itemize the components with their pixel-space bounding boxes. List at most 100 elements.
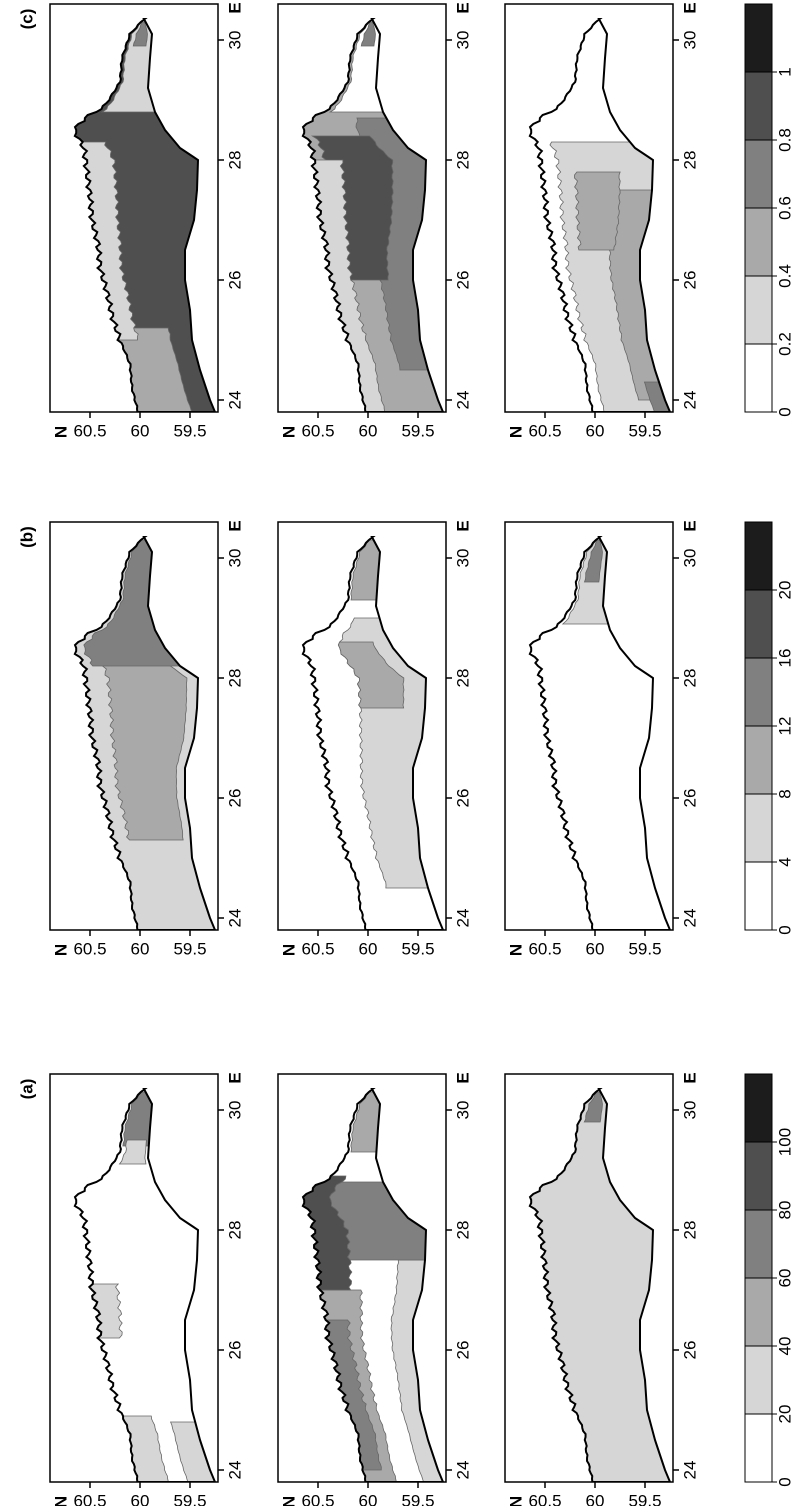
coastline [528, 536, 672, 930]
lon-tick-label: 26 [225, 271, 244, 290]
colorbar-swatch [744, 1277, 773, 1347]
lat-axis-label: N [51, 1496, 70, 1506]
lat-tick-label: 60 [359, 421, 378, 440]
map-frame [49, 1073, 219, 1483]
map-panel: 60.5 60 59.5 N 24 26 28 30 E [277, 1072, 472, 1506]
lon-tick-label: 24 [453, 909, 472, 928]
lat-tick-label: 60.5 [73, 939, 106, 958]
colorbar-tick-label: 0 [775, 925, 794, 934]
lat-tick-label: 60.5 [301, 939, 334, 958]
map-frame [49, 521, 219, 931]
colorbar-swatch [744, 139, 773, 209]
map-panel: 60.5 60 59.5 N 24 26 28 30 E [277, 2, 472, 440]
colorbar-tick-label: 0 [775, 407, 794, 416]
coastline [528, 1088, 672, 1482]
lon-tick-label: 24 [453, 391, 472, 410]
water [529, 537, 670, 930]
lon-tick-label: 30 [225, 549, 244, 568]
lon-tick-label: 30 [453, 549, 472, 568]
lon-tick-label: 28 [680, 1221, 699, 1240]
lon-tick-label: 26 [453, 1341, 472, 1360]
lon-tick-label: 24 [680, 391, 699, 410]
lon-tick-label: 26 [680, 789, 699, 808]
colorbar-tick-label: 12 [775, 717, 794, 736]
lat-tick-label: 59.5 [173, 939, 206, 958]
map-frame [504, 3, 674, 413]
lat-tick-label: 60 [131, 939, 150, 958]
lat-axis-label: N [279, 1496, 298, 1506]
lon-tick-label: 28 [453, 1221, 472, 1240]
lon-tick-label: 24 [680, 909, 699, 928]
colorbar-swatch [744, 3, 773, 73]
panel-label: (a) [17, 1079, 36, 1100]
lat-tick-label: 60.5 [528, 421, 561, 440]
lat-axis-label: N [506, 1496, 525, 1506]
colorbar-tick-label: 100 [775, 1128, 794, 1156]
map-frame [277, 3, 447, 413]
colorbar-tick-label: 0.8 [775, 128, 794, 152]
coastline [73, 536, 217, 930]
colorbar-swatch [744, 1345, 773, 1415]
colorbar-tick-label: 8 [775, 789, 794, 798]
colorbar-swatch [744, 1209, 773, 1279]
lat-axis-label: N [279, 426, 298, 438]
colorbar-tick-label: 0.2 [775, 332, 794, 356]
map-frame [504, 521, 674, 931]
lon-tick-label: 30 [225, 31, 244, 50]
lon-tick-label: 24 [225, 391, 244, 410]
lon-tick-label: 30 [453, 1101, 472, 1120]
lon-tick-label: 28 [680, 669, 699, 688]
lat-tick-label: 60.5 [73, 1491, 106, 1506]
colorbar-swatch [744, 1141, 773, 1211]
lat-tick-label: 60 [131, 421, 150, 440]
lat-tick-label: 59.5 [401, 939, 434, 958]
lat-tick-label: 60 [131, 1491, 150, 1506]
lat-tick-label: 59.5 [401, 1491, 434, 1506]
colorbar-tick-label: 80 [775, 1201, 794, 1220]
lat-tick-label: 59.5 [628, 939, 661, 958]
lon-axis-label: E [680, 2, 699, 13]
map-content [528, 1088, 672, 1482]
map-frame [49, 3, 219, 413]
coastline [301, 18, 445, 412]
colorbar-swatch [744, 657, 773, 727]
lon-tick-label: 30 [680, 1101, 699, 1120]
colorbar-tick-label: 0 [775, 1477, 794, 1486]
lon-tick-label: 28 [225, 669, 244, 688]
lon-tick-label: 24 [453, 1461, 472, 1480]
lon-tick-label: 26 [453, 271, 472, 290]
map-panel: 60.5 60 59.5 N 24 26 28 30 E [277, 520, 472, 958]
lon-tick-label: 28 [225, 1221, 244, 1240]
colorbar-swatch [744, 861, 773, 931]
lat-tick-label: 60 [586, 939, 605, 958]
map-panel: 60.5 60 59.5 N 24 26 28 30 E [504, 520, 699, 958]
coastline [301, 536, 445, 930]
lat-tick-label: 59.5 [401, 421, 434, 440]
map-content [301, 536, 445, 930]
lon-axis-label: E [225, 520, 244, 531]
lon-tick-label: 28 [225, 151, 244, 170]
colorbar-tick-label: 40 [775, 1337, 794, 1356]
lon-axis-label: E [680, 1072, 699, 1083]
lon-axis-label: E [453, 1072, 472, 1083]
map-frame [277, 521, 447, 931]
map-panel: 60.5 60 59.5 N 24 26 28 30 E [504, 1072, 699, 1506]
lon-tick-label: 26 [225, 789, 244, 808]
colorbar-tick-label: 4 [775, 857, 794, 866]
contour-band [337, 641, 405, 709]
colorbar-swatch [744, 725, 773, 795]
colorbar-swatch [744, 1073, 773, 1143]
contour-band [574, 171, 621, 251]
map-panel: 60.5 60 59.5 N 24 26 28 30 E [49, 1072, 244, 1506]
lon-tick-label: 24 [225, 909, 244, 928]
lat-axis-label: N [279, 944, 298, 956]
contour-band [350, 1091, 381, 1153]
lon-tick-label: 30 [453, 31, 472, 50]
colorbar-swatch [744, 793, 773, 863]
lon-axis-label: E [680, 520, 699, 531]
lon-tick-label: 26 [680, 1341, 699, 1360]
colorbar-tick-label: 0.6 [775, 196, 794, 220]
colorbar-tick-label: 20 [775, 581, 794, 600]
map-content [301, 1088, 445, 1482]
map-frame [504, 1073, 674, 1483]
